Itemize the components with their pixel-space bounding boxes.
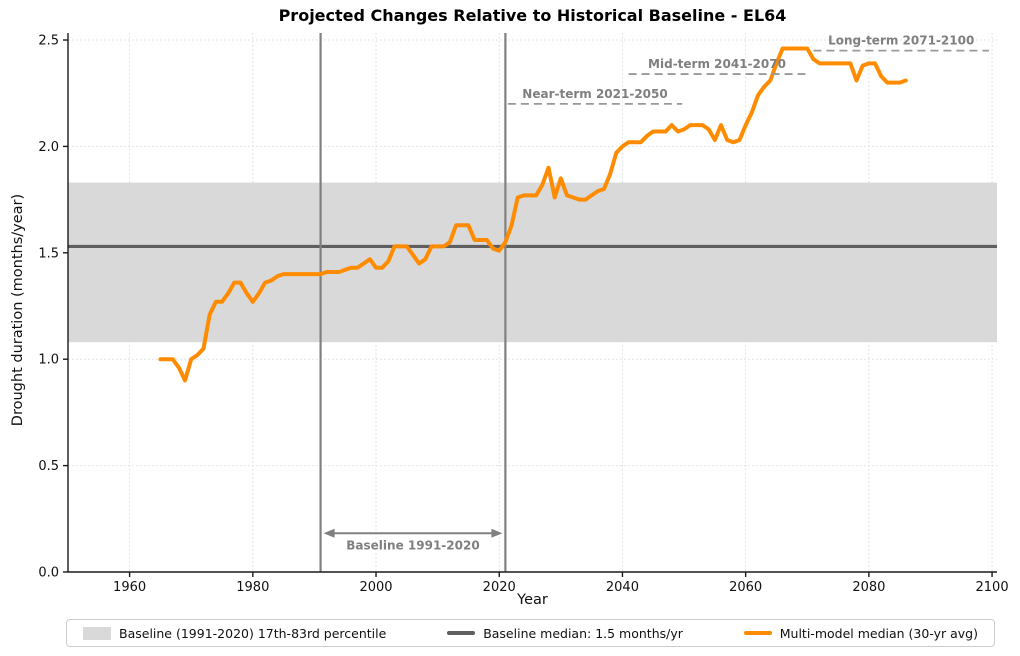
y-tick-label: 1.5 (38, 246, 59, 261)
x-tick-label: 1980 (236, 580, 269, 595)
legend-item-baseline-median: Baseline median: 1.5 months/yr (447, 626, 683, 641)
y-tick-label: 0.0 (38, 566, 59, 581)
arrow-right-icon (491, 528, 503, 538)
x-tick-label: 2020 (483, 580, 516, 595)
orange-line-swatch-icon (743, 631, 772, 635)
baseline-span-label: Baseline 1991-2020 (346, 538, 479, 552)
multi-model-median-line (158, 46, 908, 383)
x-tick-label: 2060 (729, 580, 762, 595)
x-tick-label: 1960 (113, 580, 146, 595)
y-tick-label: 0.5 (38, 459, 59, 474)
legend-label: Multi-model median (30-yr avg) (779, 625, 978, 641)
legend-label: Baseline (1991-2020) 17th-83rd percentil… (119, 625, 387, 641)
arrow-left-icon (323, 528, 335, 538)
legend-label: Baseline median: 1.5 months/yr (483, 625, 683, 641)
y-axis-label: Drought duration (months/year) (10, 193, 26, 427)
y-tick-label: 2.5 (38, 34, 59, 49)
period-label-1: Mid-term 2041-2070 (648, 57, 786, 71)
x-tick-label: 2000 (359, 580, 392, 595)
gray-line-swatch-icon (447, 631, 476, 635)
period-label-2: Long-term 2071-2100 (828, 34, 974, 48)
band-swatch-icon (83, 626, 111, 640)
y-tick-label: 1.0 (38, 353, 59, 368)
x-tick-label: 2100 (976, 580, 1009, 595)
x-tick-label: 2040 (606, 580, 639, 595)
chart-canvas: Near-term 2021-2050 Mid-term 2041-2070 Lon… (38, 33, 1009, 595)
legend-box: Baseline (1991-2020) 17th-83rd percentil… (66, 619, 995, 647)
period-label-0: Near-term 2021-2050 (522, 87, 667, 101)
legend-item-series: Multi-model median (30-yr avg) (743, 625, 978, 641)
y-tick-label: 2.0 (38, 140, 59, 155)
baseline-percentile-band (68, 182, 997, 343)
chart-title: Projected Changes Relative to Historical… (278, 6, 787, 25)
x-tick-label: 2080 (852, 580, 885, 595)
x-axis-label: Year (517, 592, 548, 608)
legend-item-baseline-band: Baseline (1991-2020) 17th-83rd percentil… (83, 626, 386, 641)
